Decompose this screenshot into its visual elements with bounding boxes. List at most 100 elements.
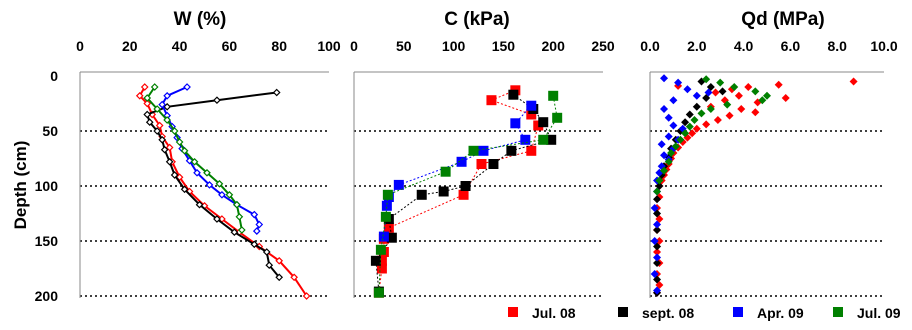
data-point: [653, 253, 662, 262]
data-point: [218, 190, 226, 199]
data-point: [730, 83, 739, 91]
data-point: [692, 102, 701, 111]
data-point: [262, 248, 271, 256]
y-axis-label: Depth (cm): [11, 141, 30, 230]
legend-label: Apr. 09: [757, 305, 804, 321]
x-tick-label: 0.0: [640, 38, 660, 54]
data-point: [163, 102, 171, 111]
data-point: [488, 159, 499, 169]
data-point: [704, 88, 713, 97]
data-point: [180, 146, 189, 155]
data-point: [252, 227, 261, 235]
x-tick-label: 8.0: [827, 38, 847, 54]
data-point: [203, 168, 211, 177]
series-apr-09: [378, 100, 537, 242]
data-point: [653, 259, 662, 267]
data-point: [692, 124, 701, 133]
data-point: [650, 204, 659, 212]
data-point: [781, 94, 790, 102]
legend-swatch: [733, 307, 743, 317]
data-point: [468, 145, 479, 156]
data-point: [674, 78, 683, 87]
data-point: [849, 77, 858, 86]
data-point: [546, 134, 557, 145]
data-point: [193, 168, 201, 177]
data-point: [692, 91, 701, 100]
data-point: [393, 179, 404, 190]
data-point: [734, 91, 743, 100]
data-point: [163, 116, 171, 124]
data-point: [697, 109, 706, 118]
data-point: [213, 215, 221, 223]
y-tick-label: 0: [50, 68, 58, 84]
data-point: [669, 121, 678, 130]
data-point: [213, 96, 221, 105]
data-point: [165, 143, 174, 152]
data-point: [163, 91, 171, 100]
data-point: [667, 149, 676, 157]
data-point: [386, 232, 397, 243]
data-point: [664, 132, 673, 141]
data-point: [143, 94, 152, 102]
data-point: [250, 240, 259, 249]
data-point: [508, 89, 519, 100]
x-tick-label: 100: [442, 38, 466, 54]
y-tick-label: 50: [42, 123, 58, 139]
data-point: [170, 127, 179, 135]
data-point: [506, 145, 517, 156]
legend-swatch: [508, 307, 518, 317]
y-tick-label: 150: [35, 233, 59, 249]
data-point: [526, 109, 537, 120]
data-point: [238, 226, 246, 234]
data-point: [375, 244, 386, 255]
panel-title: Qd (MPa): [741, 9, 824, 30]
data-point: [526, 100, 537, 111]
data-point: [486, 95, 497, 106]
legend-label: sept. 08: [642, 305, 694, 321]
data-point: [702, 120, 711, 129]
data-point: [657, 140, 666, 149]
data-point: [158, 100, 167, 109]
data-point: [140, 83, 149, 91]
y-tick-label: 200: [35, 288, 59, 304]
data-point: [383, 222, 394, 233]
data-point: [135, 91, 144, 100]
data-point: [660, 151, 669, 160]
series-jul-09: [653, 75, 771, 196]
data-point: [653, 248, 662, 256]
data-point: [552, 112, 563, 123]
data-point: [143, 99, 152, 108]
x-tick-label: 2.0: [687, 38, 707, 54]
data-point: [660, 166, 669, 175]
legend-swatch: [833, 307, 843, 317]
data-point: [520, 134, 531, 145]
data-point: [170, 171, 179, 179]
data-point: [195, 200, 204, 209]
data-point: [250, 210, 259, 219]
series-jul-09: [373, 90, 563, 298]
data-point: [230, 228, 239, 237]
x-tick-label: 100: [317, 38, 341, 54]
x-tick-label: 200: [542, 38, 566, 54]
data-point: [660, 74, 669, 83]
series-sept-08: [143, 88, 284, 282]
data-point: [225, 190, 234, 199]
data-point: [510, 118, 521, 129]
data-point: [763, 91, 771, 100]
data-point: [205, 181, 214, 189]
data-point: [376, 263, 387, 274]
data-point: [751, 87, 760, 96]
data-point: [526, 145, 537, 156]
panel-title: W (%): [174, 9, 227, 30]
series-jul-08: [653, 77, 858, 297]
data-point: [416, 189, 427, 200]
data-point: [370, 255, 381, 266]
data-point: [653, 226, 662, 234]
data-point: [671, 142, 680, 151]
data-point: [376, 255, 387, 266]
data-point: [688, 129, 697, 138]
data-point: [165, 157, 174, 166]
x-tick-label: 250: [591, 38, 615, 54]
x-tick-label: 80: [271, 38, 287, 54]
